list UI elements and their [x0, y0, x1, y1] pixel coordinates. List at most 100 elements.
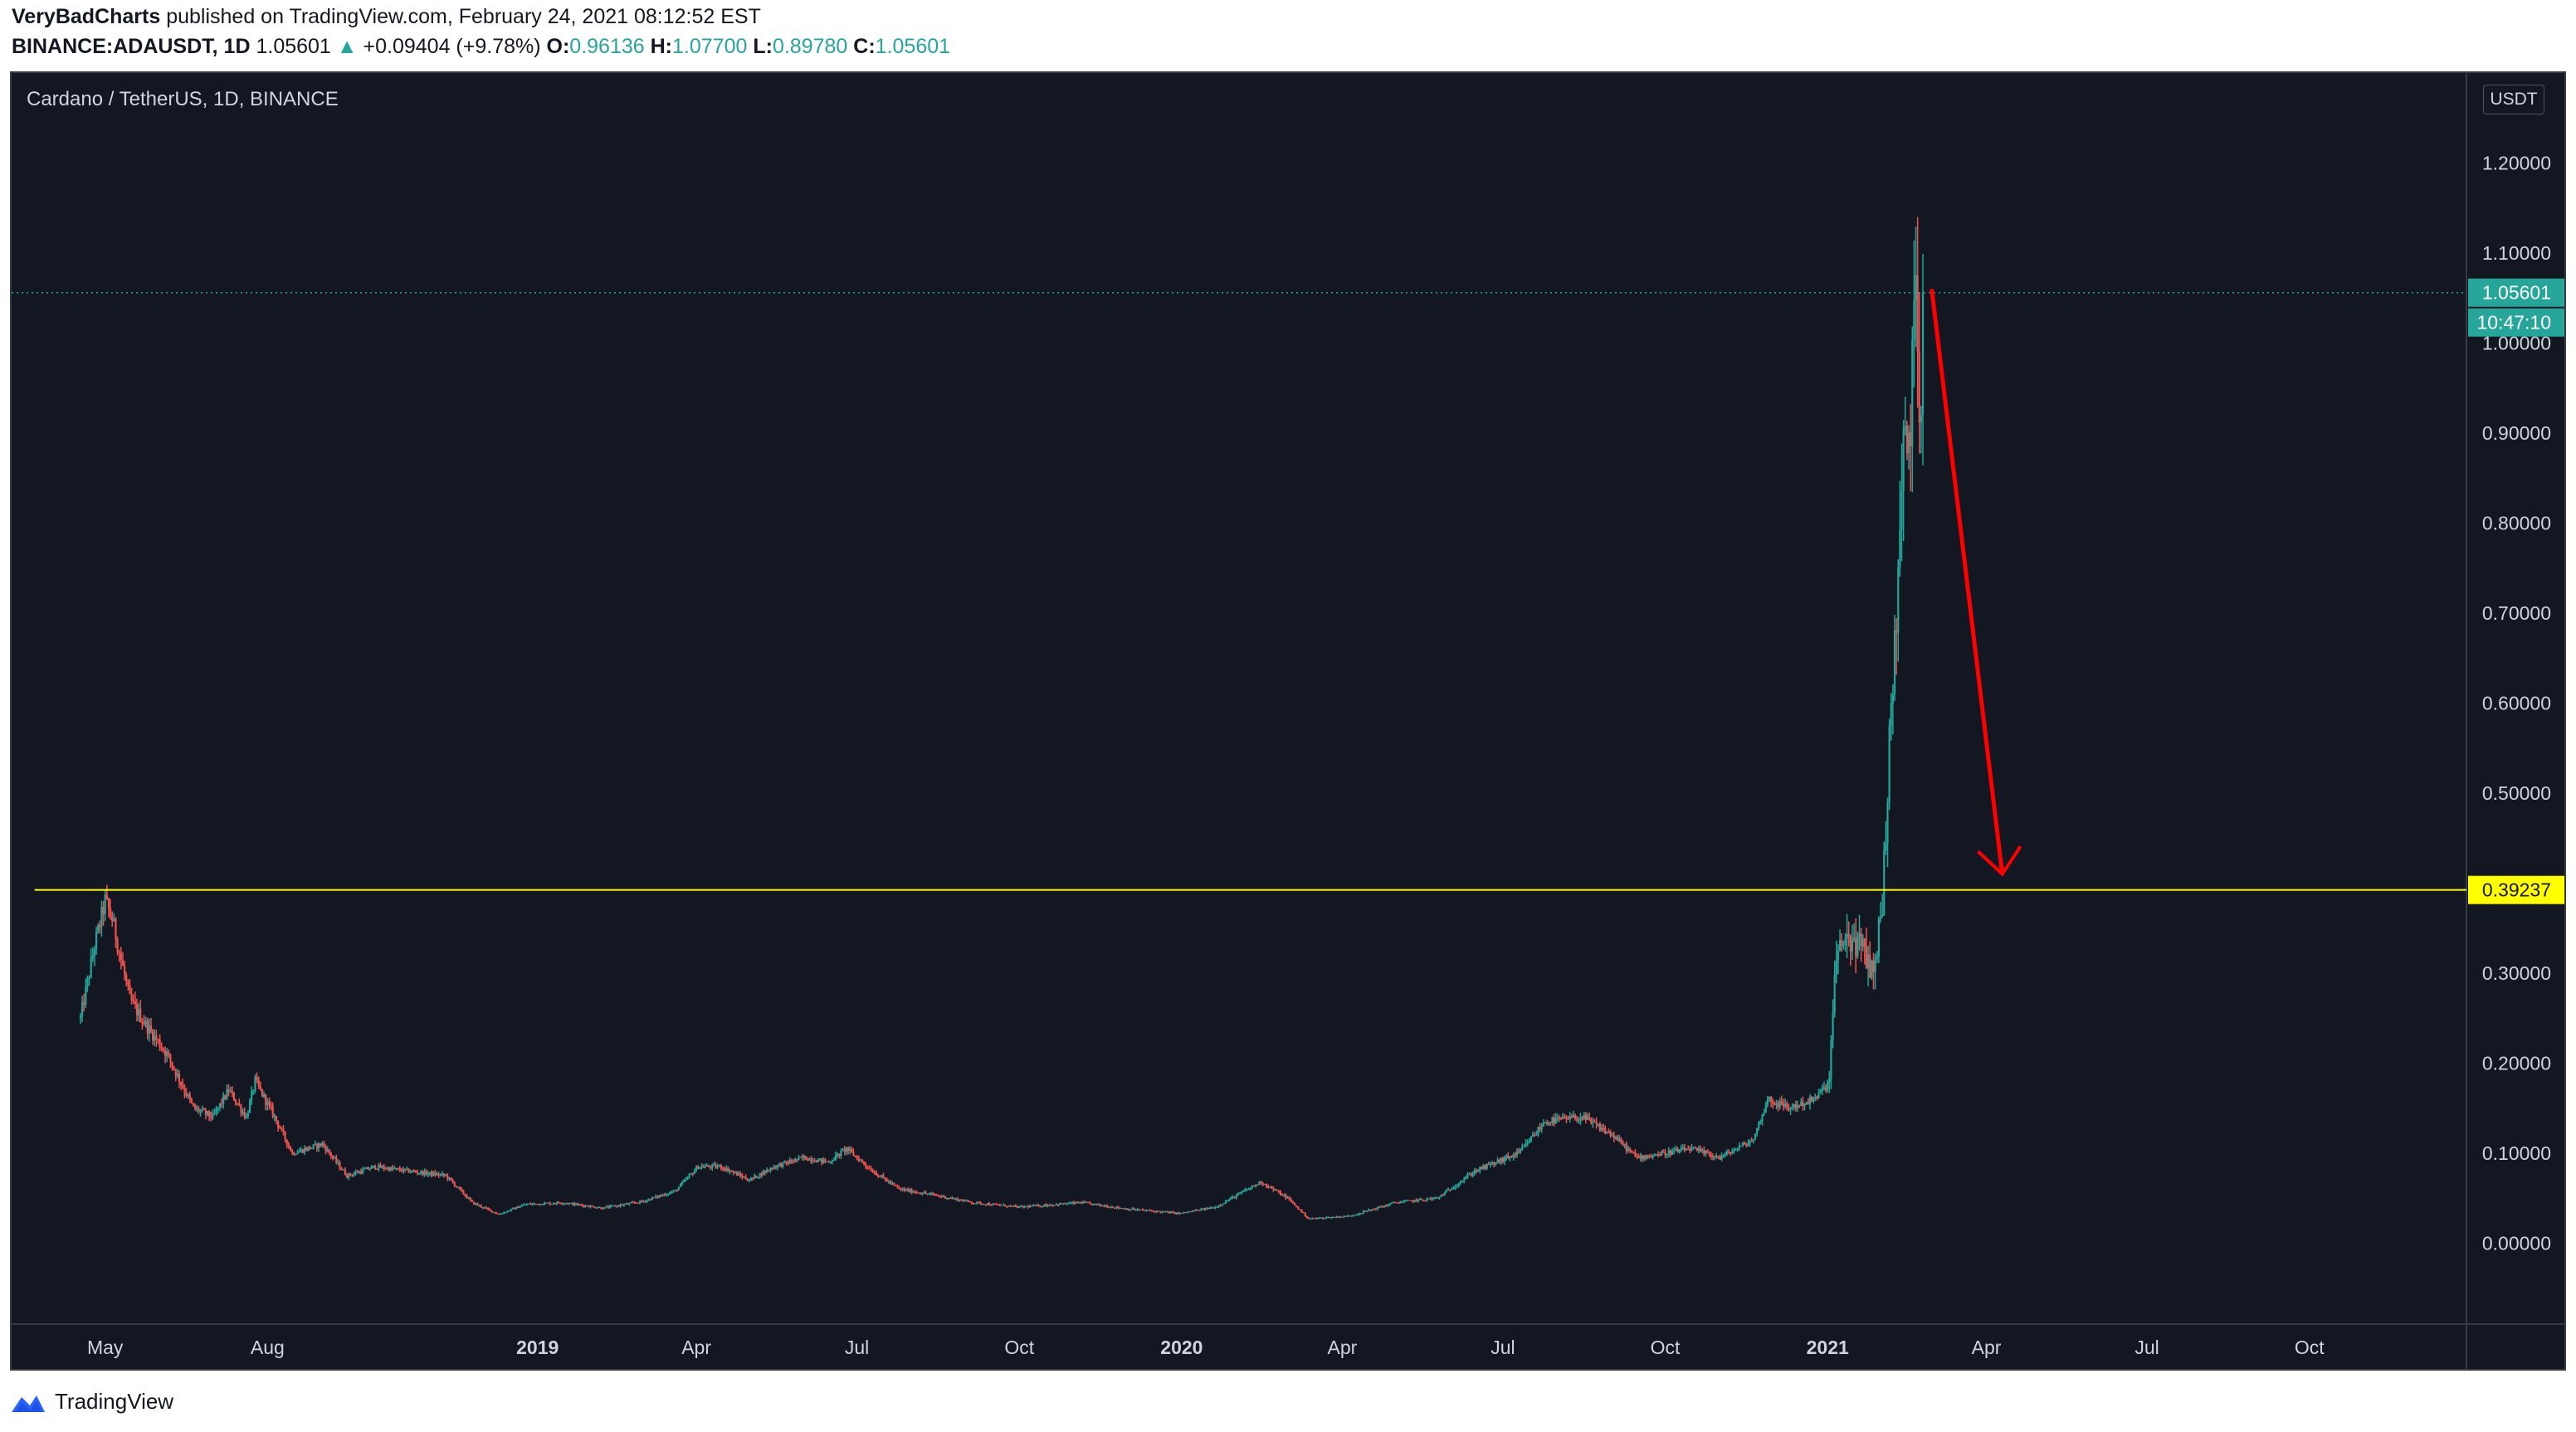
candle-body	[956, 1198, 959, 1201]
price-chart[interactable]: 0.000000.100000.200000.300000.400000.500…	[12, 73, 2564, 1369]
candle-body	[552, 1203, 554, 1205]
symbol-name: BINANCE:ADAUSDT, 1D	[12, 35, 251, 58]
candle-body	[1299, 1209, 1301, 1210]
candle-body	[905, 1189, 908, 1191]
candle-body	[561, 1203, 564, 1205]
candle-body	[545, 1202, 548, 1204]
candle-body	[442, 1173, 446, 1176]
candle-body	[273, 1115, 276, 1117]
candle-body	[803, 1156, 805, 1158]
candle-body	[1639, 1155, 1642, 1158]
candle-body	[954, 1198, 957, 1200]
candle-body	[1147, 1210, 1149, 1211]
candle-body	[475, 1203, 477, 1205]
candle-body	[1883, 850, 1886, 915]
candle-body	[1911, 340, 1914, 446]
candle-body	[95, 932, 98, 951]
tradingview-logo-icon[interactable]	[10, 1391, 46, 1415]
candle-body	[598, 1207, 601, 1209]
candle-body	[481, 1206, 484, 1208]
candle-body	[992, 1203, 994, 1206]
candle-body	[787, 1162, 789, 1164]
candle-body	[790, 1160, 793, 1162]
candle-body	[370, 1166, 373, 1169]
candle-body	[1073, 1202, 1076, 1204]
candle-body	[291, 1151, 294, 1153]
candle-body	[1507, 1156, 1510, 1159]
candle-body	[1498, 1160, 1500, 1162]
currency-button[interactable]: USDT	[2483, 85, 2544, 114]
candle-body	[499, 1214, 502, 1215]
candle-body	[1622, 1142, 1624, 1146]
candle-body	[431, 1171, 433, 1176]
candle-body	[1701, 1149, 1704, 1152]
candle-body	[1438, 1196, 1441, 1199]
candle-body	[649, 1199, 651, 1201]
candle-body	[1685, 1149, 1688, 1151]
candle-body	[1156, 1210, 1159, 1213]
candle-body	[328, 1149, 330, 1154]
candle-body	[1846, 933, 1848, 939]
candle-body	[942, 1196, 944, 1197]
candle-body	[1232, 1196, 1234, 1198]
candle-body	[718, 1165, 720, 1167]
candle-body	[407, 1168, 410, 1173]
candle-body	[1482, 1165, 1485, 1169]
candle-body	[282, 1128, 285, 1132]
candle-body	[1567, 1118, 1569, 1120]
candle-body	[870, 1168, 872, 1171]
candle-body	[1487, 1163, 1490, 1165]
countdown-tag	[2468, 308, 2564, 337]
candle-body	[451, 1180, 454, 1183]
candle-body	[1687, 1149, 1690, 1151]
candle-body	[729, 1171, 731, 1172]
candle-body	[1152, 1210, 1154, 1212]
candle-body	[503, 1212, 505, 1214]
candle-body	[715, 1164, 717, 1168]
candle-body	[1592, 1121, 1594, 1123]
candle-body	[466, 1196, 468, 1199]
low-label: L:	[753, 35, 773, 58]
candle-body	[489, 1209, 491, 1210]
candle-body	[1798, 1104, 1801, 1106]
candle-body	[1471, 1173, 1474, 1176]
candle-body	[547, 1202, 549, 1204]
candle-body	[1890, 703, 1892, 727]
candle-body	[268, 1101, 271, 1105]
candle-body	[390, 1167, 393, 1171]
candle-body	[564, 1203, 567, 1205]
candle-body	[759, 1173, 761, 1177]
candle-body	[529, 1203, 532, 1205]
candle-body	[1089, 1202, 1091, 1204]
candle-body	[212, 1113, 214, 1118]
candle-body	[887, 1181, 890, 1182]
candle-body	[494, 1211, 496, 1214]
candle-body	[1789, 1108, 1792, 1110]
close-value: 1.05601	[875, 35, 951, 58]
candle-body	[1749, 1141, 1751, 1143]
candle-body	[342, 1169, 344, 1171]
candle-body	[259, 1085, 261, 1089]
candle-body	[358, 1171, 361, 1173]
candle-body	[1810, 1097, 1813, 1102]
candle-body	[1671, 1151, 1674, 1155]
candle-body	[1210, 1207, 1213, 1209]
author-name[interactable]: VeryBadCharts	[12, 5, 161, 28]
candle-body	[277, 1121, 280, 1128]
candle-body	[393, 1168, 396, 1170]
candle-body	[1520, 1149, 1522, 1152]
support-price-tag	[2468, 875, 2564, 904]
candle-body	[1144, 1210, 1146, 1211]
tradingview-brand[interactable]: TradingView	[55, 1389, 174, 1414]
chart-pane[interactable]: 0.000000.100000.200000.300000.400000.500…	[10, 71, 2566, 1371]
candle-body	[898, 1187, 900, 1189]
candle-body	[920, 1193, 922, 1195]
candle-body	[1214, 1207, 1217, 1209]
candle-body	[568, 1203, 571, 1205]
candle-body	[1288, 1197, 1290, 1200]
candle-body	[180, 1082, 183, 1085]
candle-body	[1722, 1155, 1725, 1157]
candle-body	[1503, 1157, 1506, 1162]
candle-body	[321, 1142, 324, 1147]
candle-body	[1720, 1156, 1723, 1160]
